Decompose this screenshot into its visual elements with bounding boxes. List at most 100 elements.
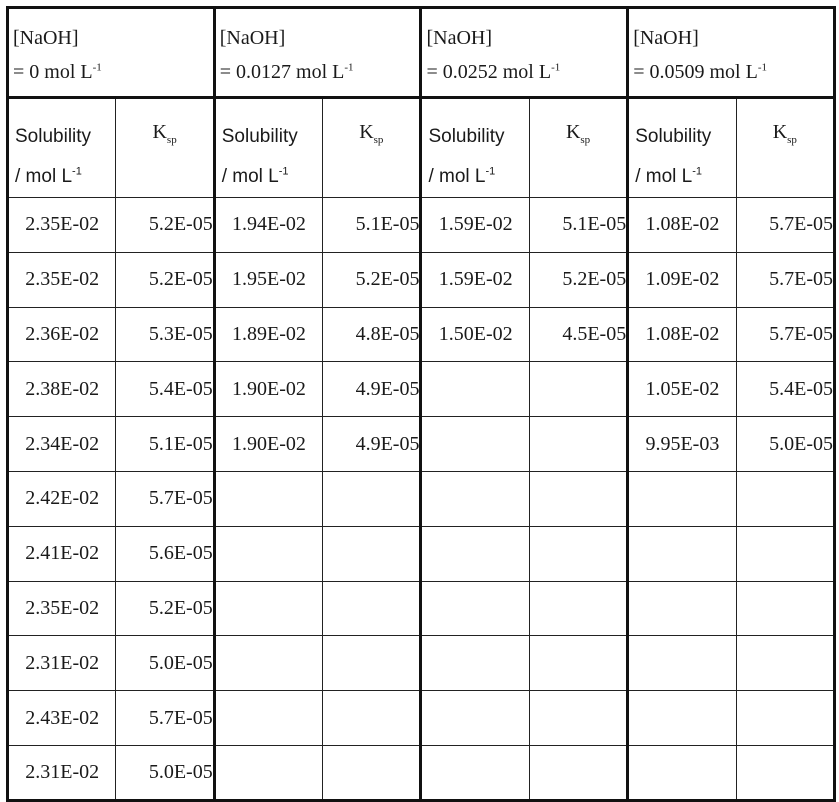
table-row: 2.31E-02 5.0E-05 bbox=[6, 744, 836, 801]
ksp-cell bbox=[322, 470, 422, 527]
ksp-cell bbox=[735, 635, 836, 692]
ksp-subscript: sp bbox=[787, 134, 797, 146]
ksp-cell: 5.1E-05 bbox=[115, 416, 215, 472]
unit-exponent: -1 bbox=[278, 165, 289, 178]
solubility-cell bbox=[626, 635, 737, 692]
ksp-cell: 5.1E-05 bbox=[528, 197, 629, 253]
solubility-cell: 1.50E-02 bbox=[419, 306, 530, 363]
ksp-cell: 5.2E-05 bbox=[115, 197, 215, 253]
ksp-subscript: sp bbox=[373, 134, 384, 146]
solubility-cell bbox=[419, 416, 530, 472]
ksp-cell bbox=[735, 744, 836, 801]
solubility-cell bbox=[419, 361, 530, 418]
ksp-cell: 5.0E-05 bbox=[735, 416, 836, 472]
solubility-cell: 2.43E-02 bbox=[6, 690, 117, 746]
ksp-cell: 5.2E-05 bbox=[322, 251, 422, 308]
solubility-cell bbox=[626, 525, 737, 582]
unit-exponent: -1 bbox=[757, 61, 767, 74]
solubility-cell bbox=[212, 525, 324, 582]
naoh-label: [NaOH] bbox=[219, 27, 286, 49]
ksp-symbol: K bbox=[772, 121, 788, 143]
ksp-cell bbox=[528, 690, 629, 746]
group-header-row: [NaOH] = 0 mol L -1 [NaOH] = 0.0127 mol L-1… bbox=[7, 7, 835, 99]
solubility-cell: 1.08E-02 bbox=[626, 306, 737, 363]
solubility-cell: 1.59E-02 bbox=[419, 197, 530, 253]
unit-exponent: -1 bbox=[551, 61, 561, 74]
ksp-cell bbox=[528, 744, 629, 801]
solubility-cell: 9.95E-03 bbox=[626, 416, 737, 472]
group-header-2: [NaOH] = 0.0252 mol L-1 bbox=[419, 7, 629, 99]
solubility-cell bbox=[212, 690, 324, 746]
solubility-cell: 2.35E-02 bbox=[6, 580, 117, 637]
ksp-cell bbox=[735, 525, 836, 582]
solubility-cell: 1.05E-02 bbox=[626, 361, 737, 418]
solubility-cell bbox=[419, 744, 530, 801]
solubility-label: Solubility bbox=[15, 126, 92, 147]
solubility-cell: 1.59E-02 bbox=[419, 251, 530, 308]
naoh-label: [NaOH] bbox=[13, 27, 79, 49]
unit-exponent: -1 bbox=[692, 165, 703, 178]
ksp-cell: 5.7E-05 bbox=[735, 197, 836, 253]
table-row: 2.41E-02 5.6E-05 bbox=[6, 525, 836, 582]
solubility-cell bbox=[419, 525, 530, 582]
solubility-unit: / mol L bbox=[221, 166, 279, 187]
table-row: 2.36E-02 5.3E-05 1.89E-02 4.8E-05 1.50E-02 4.… bbox=[6, 306, 836, 363]
solubility-cell: 1.94E-02 bbox=[212, 197, 324, 253]
ksp-cell bbox=[528, 525, 629, 582]
ksp-cell bbox=[322, 690, 422, 746]
table-row: 2.42E-02 5.7E-05 bbox=[6, 470, 836, 527]
naoh-label: [NaOH] bbox=[633, 27, 699, 49]
solubility-cell: 1.89E-02 bbox=[212, 306, 324, 363]
solubility-header: Solubility / mol L-1 bbox=[626, 97, 737, 198]
group-header-3: [NaOH] = 0.0509 mol L-1 bbox=[626, 7, 835, 99]
ksp-cell: 5.7E-05 bbox=[115, 690, 215, 746]
solubility-cell bbox=[212, 580, 324, 637]
solubility-cell bbox=[212, 470, 324, 527]
solubility-unit: / mol L bbox=[635, 166, 693, 187]
solubility-cell: 2.35E-02 bbox=[6, 251, 117, 308]
ksp-subscript: sp bbox=[580, 134, 591, 146]
ksp-header: Ksp bbox=[528, 97, 629, 198]
solubility-unit: / mol L bbox=[15, 166, 73, 187]
solubility-cell: 2.36E-02 bbox=[6, 306, 117, 363]
solubility-header: Solubility / mol L-1 bbox=[6, 97, 117, 198]
ksp-cell: 5.0E-05 bbox=[115, 744, 215, 801]
ksp-cell: 5.7E-05 bbox=[735, 306, 836, 363]
ksp-symbol: K bbox=[152, 121, 167, 143]
ksp-cell bbox=[735, 690, 836, 746]
table-row: 2.35E-02 5.2E-05 1.95E-02 5.2E-05 1.59E-02 5.… bbox=[6, 251, 836, 308]
ksp-cell: 4.9E-05 bbox=[322, 361, 422, 418]
solubility-cell: 2.35E-02 bbox=[6, 197, 117, 253]
naoh-concentration: = 0.0509 mol L bbox=[633, 61, 758, 83]
unit-exponent: -1 bbox=[344, 61, 354, 74]
solubility-cell bbox=[626, 690, 737, 746]
ksp-header: Ksp bbox=[322, 97, 422, 198]
ksp-cell: 5.3E-05 bbox=[115, 306, 215, 363]
ksp-cell bbox=[528, 635, 629, 692]
group-header-1: [NaOH] = 0.0127 mol L-1 bbox=[212, 7, 422, 99]
solubility-cell bbox=[419, 690, 530, 746]
solubility-cell: 1.90E-02 bbox=[212, 416, 324, 472]
solubility-cell bbox=[626, 470, 737, 527]
ksp-symbol: K bbox=[565, 121, 581, 143]
solubility-cell: 2.34E-02 bbox=[6, 416, 117, 472]
table-row: 2.35E-02 5.2E-05 bbox=[6, 580, 836, 637]
ksp-cell: 5.2E-05 bbox=[115, 580, 215, 637]
solubility-header: Solubility / mol L-1 bbox=[212, 97, 324, 198]
solubility-label: Solubility bbox=[635, 126, 712, 147]
table-row: 2.43E-02 5.7E-05 bbox=[6, 690, 836, 746]
ksp-subscript: sp bbox=[166, 134, 177, 146]
ksp-cell bbox=[322, 744, 422, 801]
naoh-concentration: = 0 mol L bbox=[13, 61, 93, 83]
ksp-cell bbox=[322, 525, 422, 582]
naoh-concentration: = 0.0252 mol L bbox=[426, 61, 552, 83]
solubility-cell bbox=[626, 580, 737, 637]
ksp-cell bbox=[322, 580, 422, 637]
ksp-cell: 4.9E-05 bbox=[322, 416, 422, 472]
solubility-label: Solubility bbox=[221, 126, 298, 147]
ksp-header: Ksp bbox=[115, 97, 215, 198]
ksp-cell: 5.7E-05 bbox=[115, 470, 215, 527]
ksp-cell bbox=[528, 416, 629, 472]
ksp-cell: 5.2E-05 bbox=[115, 251, 215, 308]
group-header-0: [NaOH] = 0 mol L-1 bbox=[7, 7, 215, 99]
